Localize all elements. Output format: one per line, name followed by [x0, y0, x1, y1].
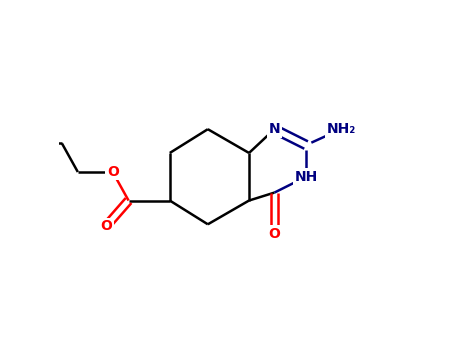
- Text: N: N: [268, 122, 280, 136]
- Text: NH: NH: [294, 170, 318, 184]
- Text: O: O: [268, 227, 280, 241]
- Text: O: O: [107, 165, 119, 179]
- Text: O: O: [101, 219, 112, 233]
- Text: NH₂: NH₂: [326, 122, 356, 136]
